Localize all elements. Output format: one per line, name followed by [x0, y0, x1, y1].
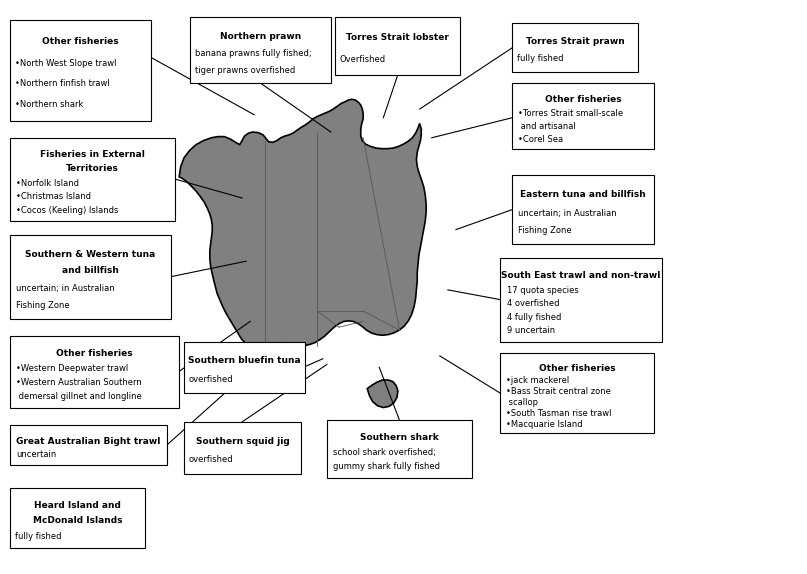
Text: 4 overfished: 4 overfished: [507, 299, 559, 308]
Text: Other fisheries: Other fisheries: [545, 95, 621, 104]
FancyBboxPatch shape: [10, 425, 167, 465]
FancyBboxPatch shape: [500, 353, 654, 433]
Text: 4 fully fished: 4 fully fished: [507, 313, 561, 321]
Text: and artisanal: and artisanal: [518, 122, 576, 131]
Text: scallop: scallop: [507, 398, 538, 407]
Text: Fisheries in External: Fisheries in External: [40, 150, 144, 160]
FancyBboxPatch shape: [10, 336, 179, 408]
Text: Territories: Territories: [66, 164, 119, 173]
Text: •Northern shark: •Northern shark: [15, 100, 84, 108]
Text: •Corel Sea: •Corel Sea: [518, 134, 563, 144]
Text: 9 uncertain: 9 uncertain: [507, 326, 555, 335]
Text: Torres Strait prawn: Torres Strait prawn: [525, 37, 625, 46]
FancyBboxPatch shape: [10, 20, 151, 121]
Text: •Torres Strait small-scale: •Torres Strait small-scale: [518, 109, 623, 118]
Text: McDonald Islands: McDonald Islands: [33, 516, 122, 525]
Text: •Northern finfish trawl: •Northern finfish trawl: [15, 79, 110, 88]
Text: demersal gillnet and longline: demersal gillnet and longline: [16, 392, 142, 401]
Text: Torres Strait lobster: Torres Strait lobster: [346, 33, 449, 42]
Text: uncertain; in Australian: uncertain; in Australian: [518, 209, 617, 218]
Text: •Macquarie Island: •Macquarie Island: [507, 420, 583, 429]
FancyBboxPatch shape: [10, 235, 171, 319]
FancyBboxPatch shape: [500, 258, 662, 342]
Text: •Bass Strait central zone: •Bass Strait central zone: [507, 387, 612, 396]
Text: fully fished: fully fished: [517, 55, 564, 64]
Text: Great Australian Bight trawl: Great Australian Bight trawl: [16, 437, 161, 446]
Text: •jack mackerel: •jack mackerel: [507, 376, 570, 385]
Text: school shark overfished;: school shark overfished;: [332, 448, 436, 457]
FancyBboxPatch shape: [512, 175, 654, 244]
Text: banana prawns fully fished;: banana prawns fully fished;: [195, 49, 312, 59]
Polygon shape: [179, 99, 426, 348]
Text: Other fisheries: Other fisheries: [56, 349, 132, 358]
Text: Southern squid jig: Southern squid jig: [195, 437, 290, 445]
Text: Heard Island and: Heard Island and: [34, 501, 121, 510]
Text: •Cocos (Keeling) Islands: •Cocos (Keeling) Islands: [16, 205, 119, 215]
Text: uncertain; in Australian: uncertain; in Australian: [16, 284, 115, 293]
Text: Fishing Zone: Fishing Zone: [16, 301, 69, 310]
Text: and billfish: and billfish: [62, 266, 119, 276]
Text: overfished: overfished: [189, 375, 233, 384]
Text: •Western Deepwater trawl: •Western Deepwater trawl: [16, 364, 128, 373]
Text: Southern & Western tuna: Southern & Western tuna: [25, 250, 156, 259]
Text: Southern shark: Southern shark: [360, 433, 439, 442]
FancyBboxPatch shape: [327, 420, 472, 478]
FancyBboxPatch shape: [190, 17, 331, 83]
FancyBboxPatch shape: [184, 342, 305, 393]
Polygon shape: [367, 380, 398, 408]
Text: •North West Slope trawl: •North West Slope trawl: [15, 59, 117, 68]
Text: tiger prawns overfished: tiger prawns overfished: [195, 65, 295, 75]
FancyBboxPatch shape: [335, 17, 460, 75]
Text: gummy shark fully fished: gummy shark fully fished: [332, 462, 440, 471]
Text: Overfished: Overfished: [340, 55, 386, 64]
Text: Southern bluefin tuna: Southern bluefin tuna: [188, 356, 301, 365]
Text: Northern prawn: Northern prawn: [220, 32, 301, 41]
Text: •Western Australian Southern: •Western Australian Southern: [16, 378, 142, 387]
FancyBboxPatch shape: [10, 138, 175, 221]
Text: •Christmas Island: •Christmas Island: [16, 192, 91, 201]
Text: uncertain: uncertain: [16, 451, 56, 459]
Text: Other fisheries: Other fisheries: [539, 364, 615, 373]
Text: 17 quota species: 17 quota species: [507, 286, 579, 295]
Text: overfished: overfished: [189, 455, 233, 464]
FancyBboxPatch shape: [512, 23, 638, 72]
Text: Eastern tuna and billfish: Eastern tuna and billfish: [521, 190, 646, 199]
FancyBboxPatch shape: [10, 488, 145, 548]
Text: South East trawl and non-trawl: South East trawl and non-trawl: [501, 271, 661, 280]
Text: fully fished: fully fished: [15, 532, 61, 541]
Text: Other fisheries: Other fisheries: [42, 37, 119, 46]
FancyBboxPatch shape: [512, 83, 654, 149]
Text: Fishing Zone: Fishing Zone: [518, 226, 571, 235]
Text: •South Tasman rise trawl: •South Tasman rise trawl: [507, 409, 612, 418]
Text: •Norfolk Island: •Norfolk Island: [16, 179, 79, 188]
FancyBboxPatch shape: [184, 422, 301, 474]
